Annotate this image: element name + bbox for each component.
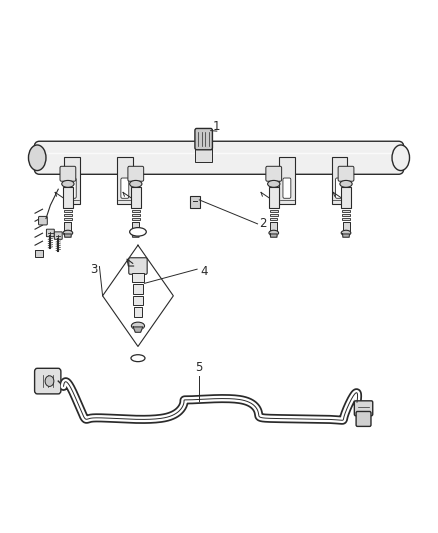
- Ellipse shape: [130, 228, 146, 236]
- Ellipse shape: [268, 180, 280, 188]
- FancyBboxPatch shape: [269, 187, 279, 208]
- FancyBboxPatch shape: [39, 216, 47, 225]
- Polygon shape: [132, 234, 139, 237]
- FancyBboxPatch shape: [64, 210, 72, 212]
- FancyBboxPatch shape: [121, 178, 129, 198]
- Ellipse shape: [63, 230, 73, 236]
- FancyBboxPatch shape: [64, 222, 71, 232]
- FancyBboxPatch shape: [338, 166, 354, 181]
- FancyBboxPatch shape: [64, 157, 80, 204]
- Ellipse shape: [341, 230, 351, 236]
- FancyBboxPatch shape: [133, 284, 143, 294]
- FancyBboxPatch shape: [34, 141, 404, 174]
- Text: 2: 2: [259, 217, 267, 230]
- FancyBboxPatch shape: [46, 229, 54, 237]
- FancyBboxPatch shape: [132, 217, 139, 220]
- FancyBboxPatch shape: [64, 214, 72, 216]
- FancyBboxPatch shape: [35, 368, 61, 394]
- Ellipse shape: [340, 180, 352, 188]
- FancyBboxPatch shape: [332, 157, 347, 204]
- FancyBboxPatch shape: [54, 232, 62, 239]
- FancyBboxPatch shape: [117, 157, 133, 204]
- Text: 5: 5: [196, 361, 203, 374]
- FancyBboxPatch shape: [132, 273, 144, 282]
- FancyBboxPatch shape: [128, 166, 144, 181]
- FancyBboxPatch shape: [343, 222, 350, 232]
- FancyBboxPatch shape: [270, 222, 277, 232]
- Text: 1: 1: [213, 120, 221, 133]
- Text: 4: 4: [200, 265, 208, 278]
- FancyBboxPatch shape: [35, 250, 43, 257]
- FancyBboxPatch shape: [134, 308, 142, 317]
- Polygon shape: [270, 234, 277, 237]
- Ellipse shape: [131, 355, 145, 361]
- Polygon shape: [343, 234, 350, 237]
- FancyBboxPatch shape: [195, 148, 212, 162]
- FancyBboxPatch shape: [132, 214, 140, 216]
- FancyBboxPatch shape: [336, 178, 343, 198]
- FancyBboxPatch shape: [131, 210, 140, 212]
- FancyBboxPatch shape: [68, 178, 76, 198]
- FancyBboxPatch shape: [266, 166, 282, 181]
- FancyBboxPatch shape: [269, 210, 278, 212]
- Ellipse shape: [269, 230, 279, 236]
- FancyBboxPatch shape: [195, 128, 212, 150]
- FancyBboxPatch shape: [132, 222, 139, 224]
- FancyBboxPatch shape: [270, 214, 278, 216]
- Text: 3: 3: [91, 263, 98, 276]
- FancyBboxPatch shape: [343, 217, 350, 220]
- FancyBboxPatch shape: [64, 217, 71, 220]
- Ellipse shape: [392, 145, 410, 171]
- FancyBboxPatch shape: [190, 196, 200, 208]
- FancyBboxPatch shape: [60, 166, 76, 181]
- Polygon shape: [64, 234, 71, 237]
- FancyBboxPatch shape: [131, 187, 141, 208]
- FancyBboxPatch shape: [343, 222, 350, 224]
- FancyBboxPatch shape: [342, 210, 350, 212]
- FancyBboxPatch shape: [279, 157, 295, 204]
- FancyBboxPatch shape: [64, 222, 71, 224]
- Ellipse shape: [62, 180, 74, 188]
- FancyBboxPatch shape: [63, 187, 73, 208]
- FancyBboxPatch shape: [133, 296, 143, 305]
- FancyBboxPatch shape: [342, 214, 350, 216]
- FancyBboxPatch shape: [283, 178, 291, 198]
- Ellipse shape: [28, 145, 46, 171]
- FancyBboxPatch shape: [354, 401, 373, 416]
- Ellipse shape: [130, 180, 142, 188]
- Ellipse shape: [45, 376, 54, 386]
- FancyBboxPatch shape: [356, 411, 371, 426]
- FancyBboxPatch shape: [132, 222, 139, 232]
- Ellipse shape: [131, 230, 141, 236]
- FancyBboxPatch shape: [270, 217, 278, 220]
- Ellipse shape: [131, 322, 145, 329]
- FancyBboxPatch shape: [270, 222, 277, 224]
- FancyBboxPatch shape: [129, 258, 147, 274]
- Polygon shape: [133, 327, 143, 332]
- FancyBboxPatch shape: [341, 187, 351, 208]
